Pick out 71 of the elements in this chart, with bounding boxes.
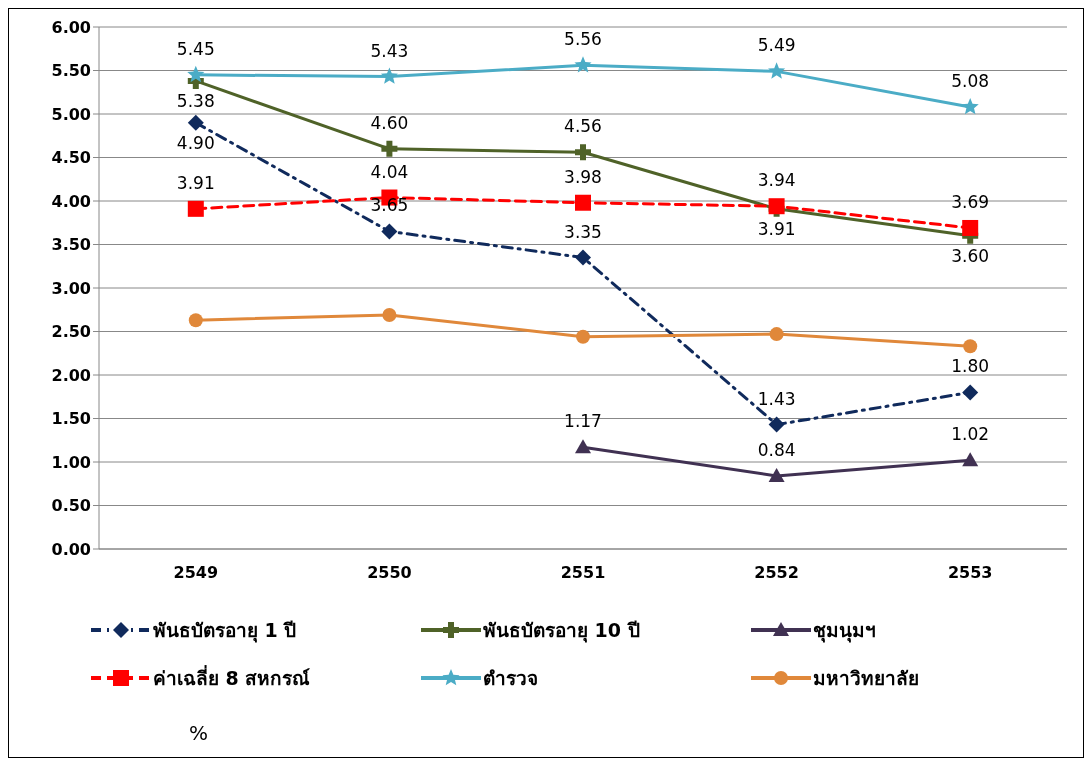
point: [187, 114, 204, 131]
y-tick-label: 4.50: [51, 148, 91, 168]
data-label: 4.04: [370, 161, 409, 182]
data-label: 3.91: [176, 172, 215, 193]
y-tick-label: 4.00: [51, 191, 91, 211]
y-tick-label: 1.00: [51, 452, 91, 472]
data-label: 1.80: [951, 356, 990, 377]
data-label: 3.69: [951, 191, 990, 212]
y-tick-label: 0.00: [51, 539, 91, 559]
point: [962, 384, 979, 401]
x-tick-label: 2553: [947, 563, 993, 583]
legend-label: มหาวิทยาลัย: [813, 666, 919, 691]
point: [575, 194, 591, 211]
point: [380, 67, 398, 84]
point: [768, 416, 785, 433]
data-label: 5.38: [176, 90, 215, 111]
data-label: 4.56: [564, 116, 602, 137]
data-label: 5.56: [564, 29, 602, 50]
point: [768, 62, 786, 79]
y-tick-label: 6.00: [51, 17, 91, 37]
legend-label: ค่าเฉลี่ย 8 สหกรณ์: [153, 664, 311, 691]
data-label: 3.60: [951, 245, 990, 266]
point: [575, 144, 591, 161]
y-tick-label: 2.50: [51, 322, 91, 342]
point: [188, 313, 203, 328]
point: [962, 219, 979, 236]
data-label: 1.43: [757, 388, 796, 409]
point: [962, 452, 979, 467]
point: [381, 223, 398, 240]
data-label: 3.35: [564, 221, 602, 242]
x-tick-label: 2549: [173, 563, 219, 583]
data-label: 5.43: [370, 40, 409, 61]
point: [575, 439, 591, 454]
point: [575, 249, 591, 266]
y-tick-label: 5.00: [51, 104, 91, 124]
point: [768, 467, 785, 482]
data-label: 3.91: [757, 218, 796, 239]
legend-label: พันธบัตรอายุ 10 ปี: [483, 618, 640, 645]
legend-label: ตำรวจ: [483, 666, 538, 691]
point: [769, 327, 784, 342]
data-label: 1.02: [951, 424, 990, 445]
data-label: 4.90: [176, 132, 215, 153]
x-tick-label: 2551: [560, 563, 606, 583]
legend-label: ชุมนุมฯ: [813, 618, 876, 645]
point: [576, 329, 590, 344]
legend-label: พันธบัตรอายุ 1 ปี: [153, 618, 297, 645]
data-label: 3.98: [564, 166, 602, 187]
y-tick-label: 3.50: [51, 235, 91, 255]
y-tick-label: 2.00: [51, 365, 91, 385]
text: %: [189, 721, 209, 745]
point: [187, 65, 205, 83]
data-label: 1.17: [564, 411, 602, 432]
y-tick-label: 5.50: [51, 61, 91, 81]
data-label: 0.84: [757, 439, 796, 460]
point: [381, 140, 398, 157]
x-tick-label: 2550: [367, 563, 412, 583]
data-label: 5.45: [176, 38, 215, 59]
point: [187, 200, 204, 217]
data-label: 3.65: [370, 195, 409, 216]
x-tick-label: 2552: [754, 563, 799, 583]
point: [963, 339, 978, 354]
point: [382, 307, 397, 322]
y-tick-label: 0.50: [51, 496, 91, 516]
point: [574, 56, 592, 73]
y-tick-label: 3.00: [51, 278, 91, 298]
point: [961, 98, 979, 115]
data-label: 4.60: [370, 112, 409, 133]
data-label: 5.49: [757, 35, 796, 56]
data-label: 5.08: [951, 71, 990, 92]
y-tick-label: 1.50: [51, 409, 91, 429]
data-label: 3.94: [757, 170, 796, 191]
